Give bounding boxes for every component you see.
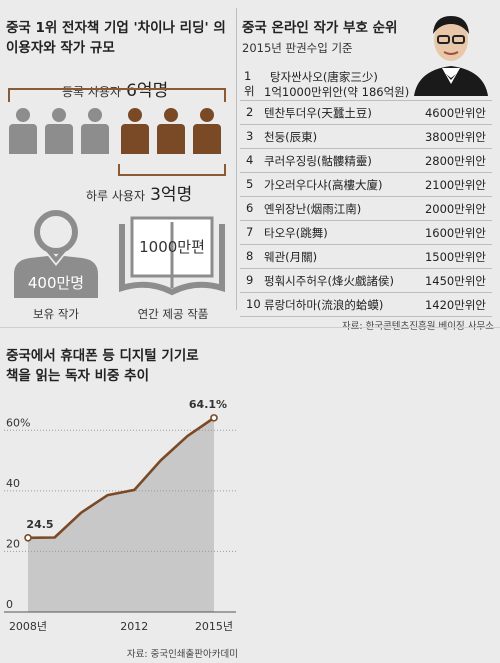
authors-value: 400만명 <box>27 274 85 292</box>
rank-value: 1450만위안 <box>424 274 486 288</box>
rank-name: 천둥(辰東) <box>264 130 318 144</box>
x-tick-label: 2008년 <box>9 620 47 633</box>
chart-source: 자료: 중국인쇄출판아카데미 <box>126 649 238 660</box>
ranking-row: 6 옌위장난(烟雨江南) 2000만위안 <box>240 196 492 221</box>
y-tick-label: 40 <box>6 477 20 490</box>
rank-value: 2100만위안 <box>424 178 486 192</box>
daily-users-label: 하루 사용자 <box>86 189 146 203</box>
ranking-title: 중국 온라인 작가 부호 순위 <box>242 20 398 36</box>
registered-users-value: 6억명 <box>126 81 169 101</box>
rank-name: 쿠러우징링(骷髏精靈) <box>264 154 372 168</box>
rank-value: 2000만위안 <box>424 202 486 216</box>
daily-users-value: 3억명 <box>150 185 193 205</box>
data-label: 24.5 <box>26 518 53 531</box>
data-point <box>210 414 218 422</box>
rank-value: 1500만위안 <box>424 250 486 264</box>
rank-value: 1억1000만위안(약 186억원) <box>264 85 410 99</box>
works-value: 1000만편 <box>139 238 205 256</box>
registered-bracket <box>8 88 226 102</box>
authors-label: 보유 작가 <box>33 307 79 321</box>
ranking-row: 8 웨관(月關) 1500만위안 <box>240 244 492 269</box>
y-tick-label: 20 <box>6 537 20 550</box>
rank-value: 2800만위안 <box>424 154 486 168</box>
data-point <box>24 534 32 542</box>
rank-name: 탕자싼사오(唐家三少) <box>270 70 378 84</box>
data-label: 64.1% <box>189 398 227 411</box>
area-fill <box>28 417 214 612</box>
rank-name: 타오우(跳舞) <box>264 226 328 240</box>
chart-title-line2: 책을 읽는 독자 비중 추이 <box>6 368 149 384</box>
author-portrait <box>404 4 498 96</box>
ranking-row: 9 펑훠시주허우(烽火戲諸侯) 1450만위안 <box>240 268 492 293</box>
rank-value: 1420만위안 <box>424 298 486 312</box>
rank-name: 텐찬투더우(天蠶土豆) <box>264 106 372 120</box>
person-icon <box>8 108 38 158</box>
rank-number: 7 <box>246 225 254 239</box>
rank-number: 3 <box>246 129 254 143</box>
ranking-row: 2 텐찬투더우(天蠶土豆) 4600만위안 <box>240 100 492 125</box>
person-icon <box>120 108 150 158</box>
daily-users: 하루 사용자 3억명 <box>86 180 192 205</box>
rank-value: 4600만위안 <box>424 106 486 120</box>
rank-number: 4 <box>246 153 254 167</box>
series-line <box>27 416 215 540</box>
y-tick-label: 0 <box>6 598 13 611</box>
chart-title-line1: 중국에서 휴대폰 등 디지털 기기로 <box>6 348 199 364</box>
rank-name: 웨관(月關) <box>264 250 318 264</box>
vertical-divider <box>236 8 237 310</box>
rank-number: 8 <box>246 249 254 263</box>
rank-number: 9 <box>246 273 254 287</box>
ranking-source: 자료: 한국콘텐츠진흥원 베이징 사무소 <box>246 318 494 332</box>
ranking-row: 7 타오우(跳舞) 1600만위안 <box>240 220 492 245</box>
horizontal-divider <box>0 327 500 328</box>
rank-number: 5 <box>246 177 254 191</box>
rank-name: 펑훠시주허우(烽火戲諸侯) <box>264 274 394 288</box>
person-icon <box>80 108 110 158</box>
rank-name: 옌위장난(烟雨江南) <box>264 202 362 216</box>
ranking-row: 10 류랑더하마(流浪的蛤蟆) 1420만위안 <box>240 292 492 317</box>
book-icon <box>119 216 225 296</box>
rank-value: 3800만위안 <box>424 130 486 144</box>
reader-share-chart: 0 20 40 60% 2008년 2012 2015년 24.5 64.1% <box>4 398 236 633</box>
scale-title-line2: 이용자와 작가 규모 <box>6 40 115 56</box>
rank-value: 1600만위안 <box>424 226 486 240</box>
person-icon <box>192 108 222 158</box>
y-tick-label: 60% <box>6 416 30 429</box>
x-tick-label: 2015년 <box>195 620 233 633</box>
ranking-row: 4 쿠러우징링(骷髏精靈) 2800만위안 <box>240 148 492 173</box>
person-icon <box>44 108 74 158</box>
rank-number: 6 <box>246 201 254 215</box>
rank-name: 가오러우다샤(高樓大廈) <box>264 178 383 192</box>
person-icon <box>156 108 186 158</box>
ranking-row: 1위 탕자싼사오(唐家三少) 1억1000만위안(약 186억원) <box>240 64 492 101</box>
people-row <box>8 108 226 164</box>
ranking-subtitle: 2015년 판권수입 기준 <box>242 41 353 55</box>
rank-number: 1위 <box>244 69 255 98</box>
works-label: 연간 제공 작품 <box>137 307 209 321</box>
scale-title: 중국 1위 전자책 기업 '차이나 리딩' 의 이용자와 작가 규모 <box>6 18 226 58</box>
author-icon <box>14 210 98 298</box>
x-tick-label: 2012 <box>120 620 148 633</box>
chart-title: 중국에서 휴대폰 등 디지털 기기로 책을 읽는 독자 비중 추이 <box>6 346 199 386</box>
rank-name: 류랑더하마(流浪的蛤蟆) <box>264 298 384 312</box>
ranking-row: 3 천둥(辰東) 3800만위안 <box>240 124 492 149</box>
daily-bracket <box>118 164 226 176</box>
rank-number: 2 <box>246 105 254 119</box>
ranking-row: 5 가오러우다샤(高樓大廈) 2100만위안 <box>240 172 492 197</box>
rank-number: 10 <box>246 297 261 311</box>
scale-title-line1: 중국 1위 전자책 기업 '차이나 리딩' 의 <box>6 20 226 36</box>
